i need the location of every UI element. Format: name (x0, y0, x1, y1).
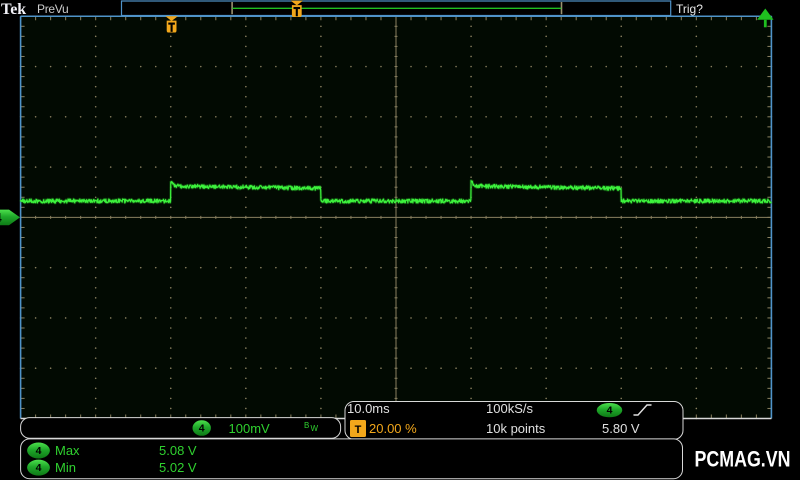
svg-text:T: T (355, 424, 362, 436)
svg-text:10k points: 10k points (486, 421, 546, 436)
svg-text:10.0ms: 10.0ms (347, 401, 390, 416)
svg-text:Min: Min (55, 460, 76, 475)
svg-text:5.80 V: 5.80 V (602, 421, 640, 436)
svg-text:B: B (304, 421, 309, 430)
svg-text:4: 4 (199, 423, 205, 435)
svg-text:5.02 V: 5.02 V (159, 460, 197, 475)
svg-text:5.08 V: 5.08 V (159, 443, 197, 458)
svg-text:4: 4 (36, 462, 42, 474)
svg-text:Trig?: Trig? (676, 2, 703, 16)
svg-text:W: W (311, 424, 319, 433)
svg-text:Max: Max (55, 443, 80, 458)
svg-text:PreVu: PreVu (37, 2, 68, 16)
svg-text:4: 4 (36, 445, 42, 457)
svg-text:Tek: Tek (1, 1, 26, 18)
svg-text:4: 4 (607, 405, 613, 417)
svg-text:PCMAG.VN: PCMAG.VN (695, 447, 791, 472)
svg-text:100mV: 100mV (229, 421, 271, 436)
svg-text:20.00 %: 20.00 % (369, 421, 417, 436)
svg-text:100kS/s: 100kS/s (486, 401, 533, 416)
